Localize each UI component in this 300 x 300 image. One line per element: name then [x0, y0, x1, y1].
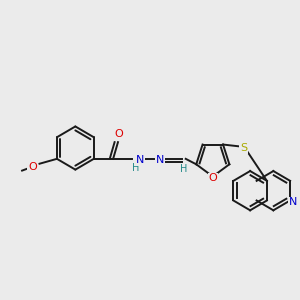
Text: H: H	[180, 164, 188, 174]
Text: O: O	[28, 162, 37, 172]
Text: N: N	[136, 155, 144, 165]
Text: H: H	[132, 163, 139, 173]
Text: O: O	[115, 129, 123, 139]
Text: N: N	[289, 197, 297, 207]
Text: N: N	[155, 155, 164, 165]
Text: O: O	[208, 173, 217, 184]
Text: S: S	[240, 143, 247, 154]
